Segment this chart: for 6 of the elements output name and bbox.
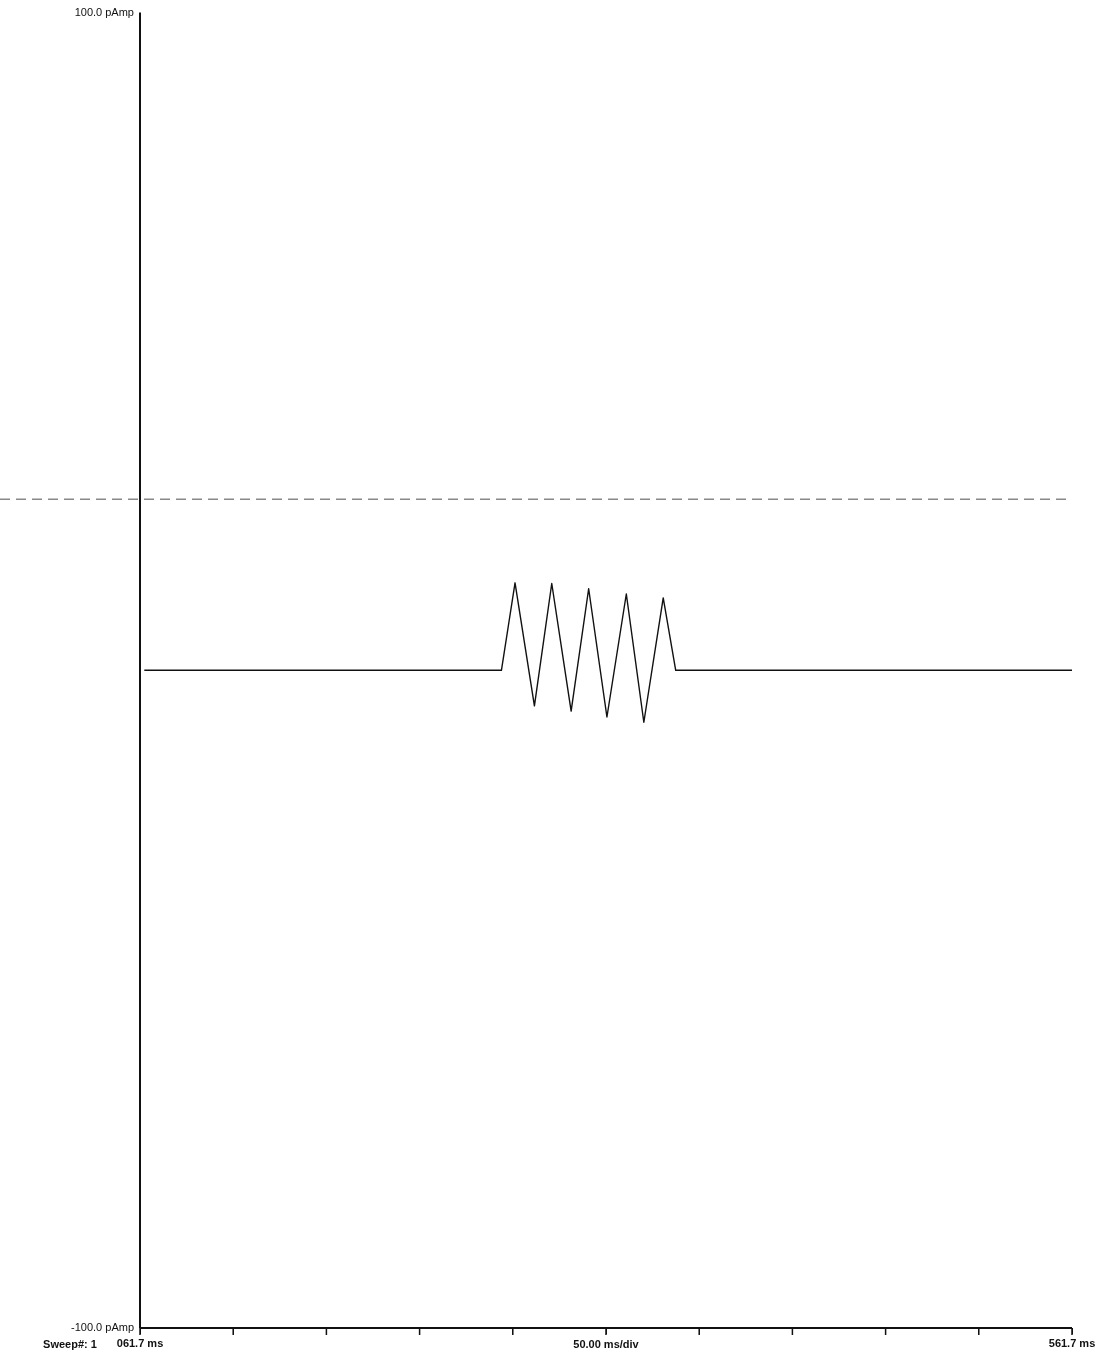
x-axis-title: 50.00 ms/div [573,1337,640,1350]
y-tick-label: 100.0 pAmp [74,5,134,18]
x-tick-label: 061.7 ms [116,1336,164,1349]
y-tick-label: -100.0 pAmp [71,1321,134,1334]
x-tick-label: 561.7 ms [1048,1336,1096,1349]
text: Sweep#: 1 [43,1337,97,1350]
